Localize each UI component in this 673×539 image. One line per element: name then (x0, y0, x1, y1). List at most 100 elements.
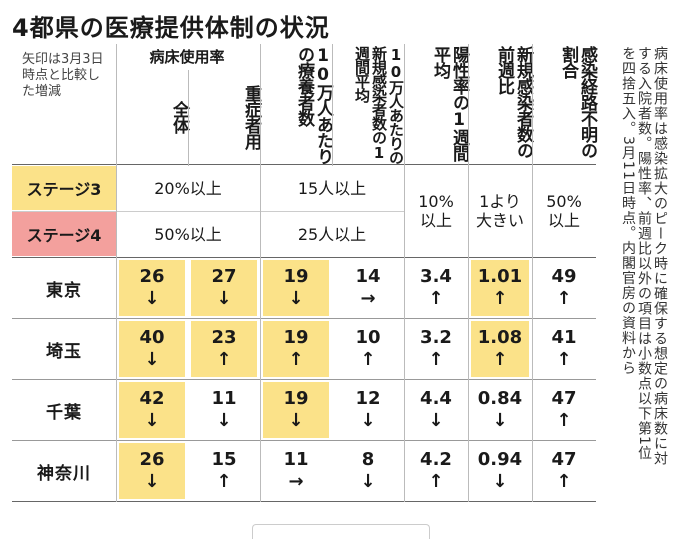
trend-arrow-icon: ↓ (492, 471, 508, 492)
cell-value: 4.2 (420, 449, 452, 470)
cell-value: 26 (139, 266, 165, 287)
table-cell: 0.84 ↓ (471, 382, 529, 438)
source-note: 病床使用率は感染拡大のピーク時に確保する想定の病床数に対する入院者数。陽性率、前… (620, 46, 668, 466)
cell-value: 11 (211, 388, 237, 409)
table-cell: 19 ↑ (263, 321, 329, 377)
cell-value: 40 (139, 327, 165, 348)
table-cell: 27 ↓ (191, 260, 257, 316)
trend-arrow-icon: ↑ (556, 410, 572, 431)
table-cell: 12 ↓ (335, 382, 401, 438)
cell-value: 1.01 (477, 266, 523, 287)
bed-usage-header: 病床使用率 (149, 48, 225, 66)
prefecture-name: 埼玉 (46, 341, 82, 362)
cell-value: 47 (551, 388, 577, 409)
trend-arrow-icon: ↑ (360, 349, 376, 370)
table-cell: 26 ↓ (119, 260, 185, 316)
trend-arrow-icon: ↑ (556, 349, 572, 370)
col-header-new-cases: 10万人あたりの新規感染者数の1週間平均 (353, 46, 405, 164)
trend-arrow-icon: ↑ (288, 349, 304, 370)
table-cell: 47 ↑ (535, 443, 593, 499)
table-cell: 26 ↓ (119, 443, 185, 499)
stage-week-ratio: 1より大きい (475, 192, 524, 230)
cell-value: 3.2 (420, 327, 452, 348)
table-cell: 49 ↑ (535, 260, 593, 316)
col-header-positive-rate: 陽性率の1週間平均 (430, 46, 469, 161)
cell-value: 27 (211, 266, 237, 287)
table-cell: 8 ↓ (335, 443, 401, 499)
cell-value: 8 (361, 449, 375, 470)
cell-value: 26 (139, 449, 165, 470)
trend-arrow-icon: ↑ (556, 288, 572, 309)
stage3-patients: 15人以上 (297, 178, 367, 198)
trend-arrow-icon: ↑ (492, 288, 508, 309)
trend-arrow-icon: ↑ (492, 349, 508, 370)
trend-arrow-icon: ↓ (144, 288, 160, 309)
stage4-bed: 50%以上 (154, 224, 222, 244)
scroll-tab (252, 524, 430, 539)
trend-arrow-icon: ↓ (360, 471, 376, 492)
trend-arrow-icon: ↓ (288, 410, 304, 431)
col-header-week-ratio: 新規感染者数の前週比 (494, 46, 533, 158)
table-cell: 15 ↑ (191, 443, 257, 499)
cell-value: 19 (283, 266, 309, 287)
trend-arrow-icon: ↑ (428, 349, 444, 370)
table-cell: 1.08 ↑ (471, 321, 529, 377)
trend-arrow-icon: ↑ (216, 349, 232, 370)
table-cell: 4.2 ↑ (407, 443, 465, 499)
trend-arrow-icon: ↓ (360, 410, 376, 431)
table-cell: 11 → (263, 443, 329, 499)
col-header-patients: 10万人あたりの療養者数 (294, 46, 333, 164)
prefecture-name: 東京 (46, 280, 82, 301)
col-header-unknown-route: 感染経路不明の割合 (558, 46, 597, 158)
table-cell: 3.4 ↑ (407, 260, 465, 316)
cell-value: 42 (139, 388, 165, 409)
cell-value: 47 (551, 449, 577, 470)
cell-value: 19 (283, 327, 309, 348)
cell-value: 19 (283, 388, 309, 409)
cell-value: 0.84 (477, 388, 523, 409)
trend-arrow-icon: ↓ (144, 349, 160, 370)
trend-arrow-icon: → (288, 471, 304, 492)
stage4-patients: 25人以上 (297, 224, 367, 244)
table-cell: 11 ↓ (191, 382, 257, 438)
table-cell: 19 ↓ (263, 260, 329, 316)
trend-arrow-icon: ↓ (492, 410, 508, 431)
table-cell: 19 ↓ (263, 382, 329, 438)
table-cell: 41 ↑ (535, 321, 593, 377)
table-cell: 47 ↑ (535, 382, 593, 438)
cell-value: 3.4 (420, 266, 452, 287)
cell-value: 41 (551, 327, 577, 348)
cell-value: 15 (211, 449, 237, 470)
cell-value: 14 (355, 266, 381, 287)
table-cell: 3.2 ↑ (407, 321, 465, 377)
stage3-bed: 20%以上 (154, 178, 222, 198)
table-cell: 10 ↑ (335, 321, 401, 377)
col-header-severe: 重症者用 (241, 85, 261, 149)
trend-arrow-icon: ↓ (216, 410, 232, 431)
cell-value: 11 (283, 449, 309, 470)
stage-positive-rate: 10%以上 (418, 192, 454, 230)
trend-arrow-icon: ↑ (428, 471, 444, 492)
table-cell: 1.01 ↑ (471, 260, 529, 316)
table-cell: 42 ↓ (119, 382, 185, 438)
trend-arrow-icon: ↓ (144, 410, 160, 431)
cell-value: 23 (211, 327, 237, 348)
trend-arrow-icon: ↓ (144, 471, 160, 492)
trend-arrow-icon: ↑ (428, 288, 444, 309)
cell-value: 10 (355, 327, 381, 348)
cell-value: 4.4 (420, 388, 452, 409)
table-cell: 4.4 ↓ (407, 382, 465, 438)
page-title: 4都県の医療提供体制の状況 (12, 14, 330, 42)
prefecture-name: 千葉 (46, 402, 82, 423)
cell-value: 12 (355, 388, 381, 409)
table-cell: 14 → (335, 260, 401, 316)
cell-value: 1.08 (477, 327, 523, 348)
trend-arrow-icon: ↓ (216, 288, 232, 309)
status-table: 矢印は3月3日時点と比較した増減 病床使用率 全体 重症者用 10万人あたりの療… (12, 44, 597, 504)
cell-value: 0.94 (477, 449, 523, 470)
trend-arrow-icon: ↓ (428, 410, 444, 431)
table-cell: 0.94 ↓ (471, 443, 529, 499)
table-cell: 23 ↑ (191, 321, 257, 377)
stage4-label: ステージ4 (12, 212, 116, 256)
prefecture-name: 神奈川 (37, 463, 91, 484)
